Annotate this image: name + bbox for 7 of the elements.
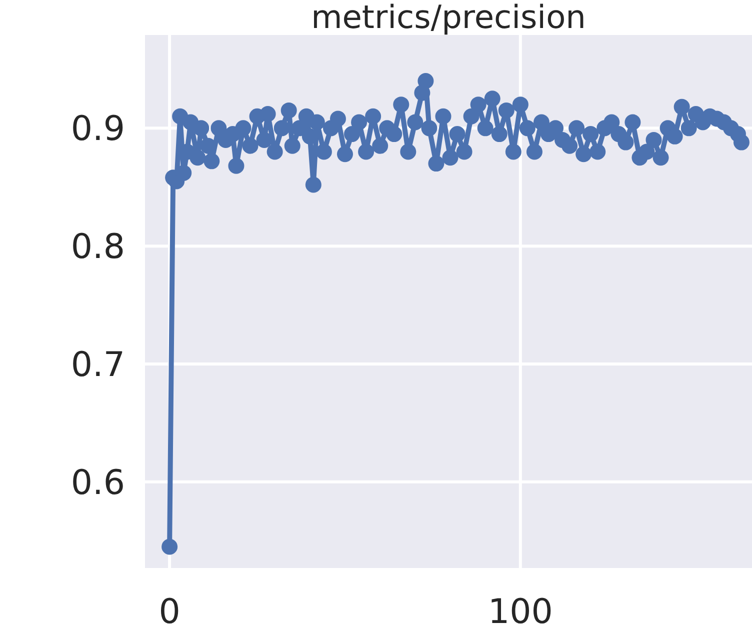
chart-title: metrics/precision — [311, 0, 586, 36]
x-tick-label: 0 — [158, 592, 180, 632]
y-tick-label: 0.6 — [70, 462, 125, 503]
y-tick-label: 0.9 — [70, 109, 125, 150]
y-tick-label: 0.8 — [70, 226, 125, 267]
y-tick-label: 0.7 — [70, 344, 125, 385]
x-tick-label: 100 — [488, 592, 553, 632]
